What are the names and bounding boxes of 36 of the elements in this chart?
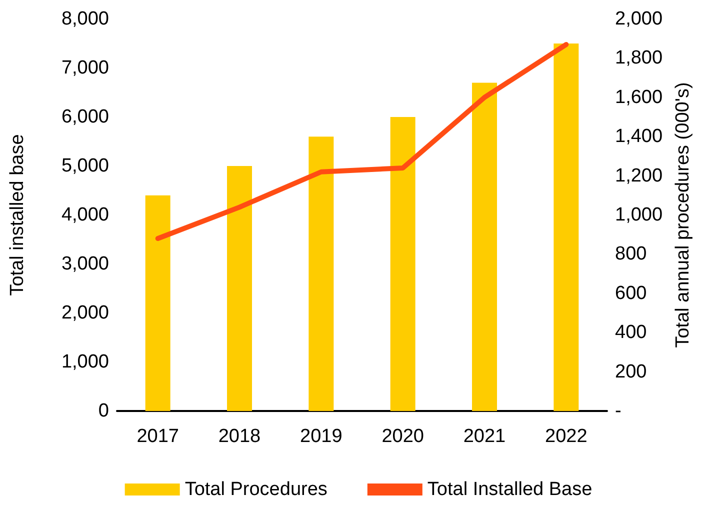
y2-tick-label: 1,000 <box>615 204 663 226</box>
bar <box>472 82 497 411</box>
y-tick-label: 6,000 <box>61 106 109 128</box>
y-tick-label: 0 <box>98 400 109 422</box>
y-axis-title: Total installed base <box>7 134 28 296</box>
y2-tick-label: 1,200 <box>615 165 663 186</box>
bar <box>227 166 252 411</box>
y2-tick-label: 1,800 <box>615 48 663 69</box>
y2-tick-label: 600 <box>615 282 647 304</box>
y2-tick-label: 800 <box>615 244 647 265</box>
y2-tick-label: 1,400 <box>615 126 663 148</box>
bar <box>554 44 579 411</box>
bar <box>390 117 416 411</box>
x-tick-label: 2021 <box>463 426 506 447</box>
y2-tick-label: - <box>615 400 622 422</box>
y-tick-label: 5,000 <box>61 156 109 176</box>
x-tick-label: 2018 <box>218 426 261 447</box>
y-tick-label: 8,000 <box>61 8 109 30</box>
y-tick-label: 2,000 <box>61 302 109 324</box>
x-tick-label: 2017 <box>136 426 179 447</box>
y2-axis-title: Total annual procedures (000's) <box>672 82 694 348</box>
y-tick-label: 7,000 <box>61 58 109 78</box>
y-tick-label: 1,000 <box>61 352 109 372</box>
x-tick-label: 2019 <box>300 426 342 447</box>
y2-tick-label: 1,600 <box>615 86 663 108</box>
bar <box>145 195 170 411</box>
x-tick-label: 2020 <box>382 426 424 447</box>
bar <box>308 136 334 411</box>
y-tick-label: 3,000 <box>61 254 109 274</box>
y2-tick-label: 200 <box>615 361 647 382</box>
y2-tick-label: 400 <box>615 322 647 344</box>
y-tick-label: 4,000 <box>61 204 109 226</box>
legend-label: Total Installed Base <box>427 479 592 500</box>
x-tick-label: 2022 <box>545 426 588 447</box>
y2-tick-label: 2,000 <box>615 8 663 30</box>
legend-label: Total Procedures <box>184 479 328 500</box>
